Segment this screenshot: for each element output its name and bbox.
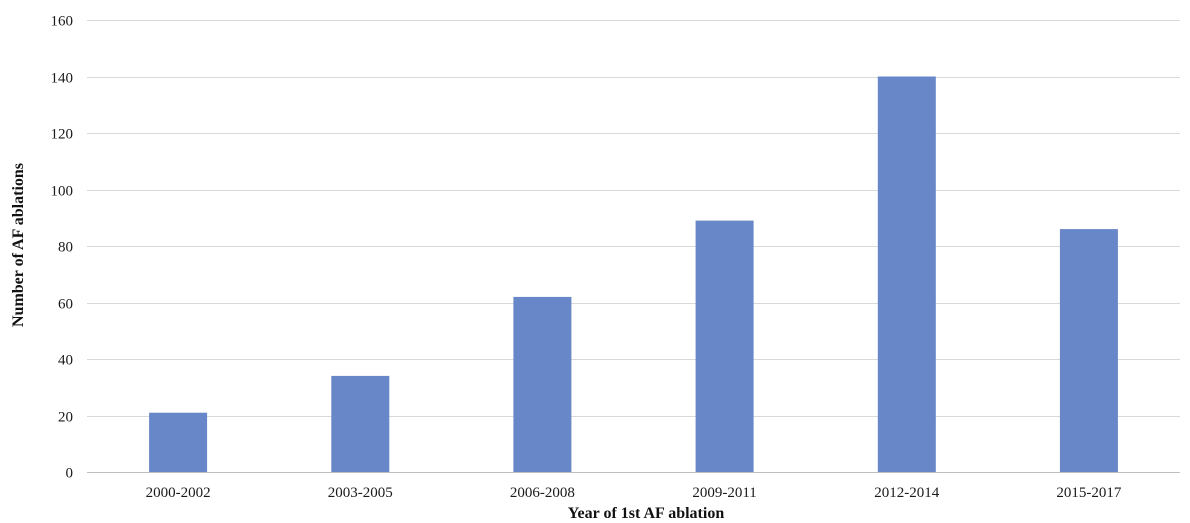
gridlines: [87, 20, 1180, 473]
y-tick-label: 120: [51, 127, 74, 143]
bar-2006-2008: [513, 296, 572, 472]
bar-2012-2014: [877, 76, 936, 472]
x-axis-ticks: 2000-2002 2003-2005 2006-2008 2009-2011 2012…: [146, 485, 1122, 501]
x-tick-label: 2012-2014: [874, 485, 939, 501]
y-tick-label: 100: [51, 184, 74, 200]
x-axis-title: Year of 1st AF ablation: [568, 505, 725, 522]
y-tick-label: 60: [58, 297, 73, 313]
y-tick-label: 160: [51, 14, 74, 30]
y-tick-label: 40: [58, 353, 73, 369]
bars: [149, 76, 1118, 472]
x-tick-label: 2003-2005: [328, 485, 393, 501]
y-tick-label: 140: [51, 71, 74, 87]
x-tick-label: 2000-2002: [146, 485, 211, 501]
y-tick-label: 80: [58, 240, 73, 256]
y-tick-label: 0: [66, 466, 74, 482]
x-tick-label: 2009-2011: [692, 485, 756, 501]
bar-2003-2005: [331, 375, 390, 472]
y-axis-ticks: 0 20 40 60 80 100 120 140 160: [51, 14, 74, 482]
x-tick-label: 2006-2008: [510, 485, 575, 501]
y-axis-title: Number of AF ablations: [10, 163, 27, 327]
bar-2015-2017: [1059, 229, 1118, 472]
bar-2000-2002: [149, 412, 208, 472]
y-tick-label: 20: [58, 410, 73, 426]
bar-2009-2011: [695, 220, 754, 472]
x-tick-label: 2015-2017: [1056, 485, 1121, 501]
